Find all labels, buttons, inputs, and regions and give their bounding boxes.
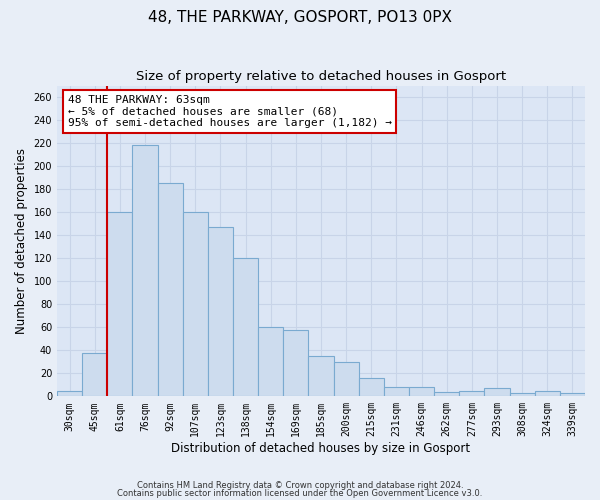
Text: 48, THE PARKWAY, GOSPORT, PO13 0PX: 48, THE PARKWAY, GOSPORT, PO13 0PX xyxy=(148,10,452,25)
Bar xyxy=(258,328,283,396)
Text: Contains HM Land Registry data © Crown copyright and database right 2024.: Contains HM Land Registry data © Crown c… xyxy=(137,481,463,490)
Title: Size of property relative to detached houses in Gosport: Size of property relative to detached ho… xyxy=(136,70,506,83)
Bar xyxy=(334,362,359,396)
Bar xyxy=(384,387,409,396)
Bar xyxy=(484,388,509,396)
Bar xyxy=(82,352,107,397)
Text: 48 THE PARKWAY: 63sqm
← 5% of detached houses are smaller (68)
95% of semi-detac: 48 THE PARKWAY: 63sqm ← 5% of detached h… xyxy=(68,95,392,128)
Y-axis label: Number of detached properties: Number of detached properties xyxy=(15,148,28,334)
X-axis label: Distribution of detached houses by size in Gosport: Distribution of detached houses by size … xyxy=(172,442,470,455)
Text: Contains public sector information licensed under the Open Government Licence v3: Contains public sector information licen… xyxy=(118,488,482,498)
Bar xyxy=(509,393,535,396)
Bar xyxy=(308,356,334,397)
Bar xyxy=(409,387,434,396)
Bar xyxy=(283,330,308,396)
Bar xyxy=(107,212,133,396)
Bar xyxy=(158,184,183,396)
Bar xyxy=(233,258,258,396)
Bar xyxy=(560,393,585,396)
Bar xyxy=(183,212,208,396)
Bar xyxy=(359,378,384,396)
Bar xyxy=(208,227,233,396)
Bar xyxy=(133,146,158,396)
Bar xyxy=(535,390,560,396)
Bar xyxy=(459,390,484,396)
Bar xyxy=(57,390,82,396)
Bar xyxy=(434,392,459,396)
